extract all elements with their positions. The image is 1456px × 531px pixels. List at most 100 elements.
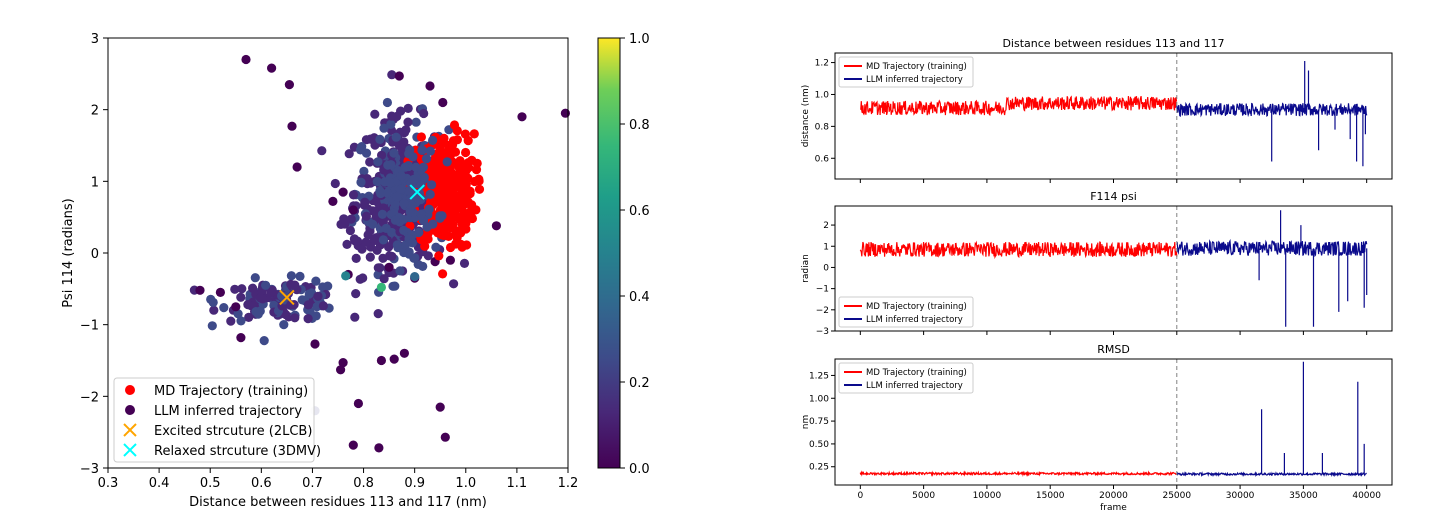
llm-point: [403, 117, 413, 127]
llm-point: [401, 125, 411, 135]
llm-point: [368, 219, 378, 229]
llm-point: [286, 271, 296, 281]
llm-point: [290, 313, 300, 323]
timeseries-x-tick-label: 30000: [1226, 491, 1255, 501]
llm-point: [233, 309, 243, 319]
llm-point: [284, 80, 294, 90]
legend-relaxed-marker: [123, 443, 137, 457]
scatter-y-tick-label: 3: [91, 32, 99, 47]
llm-point: [387, 70, 397, 80]
md-point: [435, 197, 445, 207]
llm-point: [357, 244, 367, 254]
md-point: [460, 129, 470, 139]
llm-point: [376, 355, 386, 366]
legend-llm-label: LLM inferred trajectory: [866, 315, 963, 325]
llm-point: [350, 312, 360, 322]
timeseries-legend: MD Trajectory (training) LLM inferred tra…: [838, 362, 974, 394]
llm-point: [248, 283, 258, 293]
timeseries-legend: MD Trajectory (training) LLM inferred tra…: [838, 296, 974, 328]
llm-point: [449, 279, 459, 289]
md-point: [433, 228, 443, 238]
scatter-y-tick-label: −1: [80, 319, 99, 334]
relaxed-structure-marker: [409, 184, 425, 200]
scatter-x-tick-label: 1.2: [558, 476, 579, 491]
llm-point: [395, 266, 405, 276]
md-point: [438, 269, 448, 279]
md-point: [474, 184, 485, 194]
llm-point: [382, 97, 392, 108]
llm-point: [410, 253, 420, 263]
llm-point: [382, 188, 392, 198]
llm-point: [356, 177, 366, 187]
llm-point: [417, 145, 427, 155]
llm-point: [342, 239, 352, 249]
timeseries-title: F114 psi: [1090, 190, 1137, 203]
colorbar-tick-label: 1.0: [629, 32, 650, 47]
llm-point: [281, 309, 291, 320]
llm-point: [428, 219, 438, 229]
md-point: [472, 158, 482, 168]
colorbar-ticks: 0.0 0.2 0.4 0.6 0.8 1.0: [620, 32, 650, 477]
llm-point: [236, 316, 246, 326]
md-point: [416, 132, 426, 142]
llm-point: [384, 242, 394, 252]
llm-point: [370, 207, 380, 217]
llm-point: [438, 97, 448, 108]
llm-point: [425, 189, 435, 199]
timeseries-y-tick-label: −2: [816, 306, 829, 316]
llm-point: [421, 154, 432, 164]
llm-trajectory-line: [1176, 61, 1368, 167]
md-point: [450, 147, 461, 157]
llm-point: [231, 302, 241, 312]
md-point: [420, 241, 430, 251]
llm-point: [410, 272, 420, 282]
md-point: [452, 233, 462, 243]
md-point: [437, 164, 447, 174]
llm-point: [425, 81, 435, 91]
llm-point: [230, 284, 240, 294]
llm-point: [304, 289, 314, 299]
llm-point: [459, 258, 470, 268]
md-point: [447, 180, 457, 191]
md-trajectory-line: [859, 470, 1177, 477]
md-point: [457, 212, 467, 222]
llm-point: [207, 321, 217, 331]
llm-point: [361, 211, 371, 221]
llm-point: [310, 339, 320, 349]
timeseries-y-tick-label: 0.25: [809, 463, 829, 473]
legend-excited-label: Excited strcuture (2LCB): [154, 424, 312, 439]
llm-point: [379, 123, 389, 133]
colorbar-tick-label: 0.6: [629, 204, 650, 219]
md-point: [455, 193, 465, 203]
llm-point: [392, 192, 402, 202]
timeseries-y-tick-label: −3: [816, 327, 829, 337]
llm-point: [411, 162, 421, 172]
llm-point: [404, 247, 414, 257]
llm-point: [428, 135, 438, 145]
timeseries-title: RMSD: [1097, 343, 1130, 356]
llm-point: [386, 119, 396, 129]
llm-point: [236, 333, 246, 343]
llm-point: [378, 235, 388, 245]
llm-point: [404, 149, 414, 159]
llm-point: [396, 184, 406, 194]
colorbar-tick-label: 0.2: [629, 376, 650, 391]
legend-md-marker: [125, 385, 135, 395]
colorbar-frame: [597, 37, 621, 469]
llm-point: [244, 312, 254, 322]
scatter-y-tick-label: 1: [91, 175, 99, 190]
colorbar: [598, 38, 620, 468]
llm-point: [375, 263, 385, 273]
md-point: [449, 208, 459, 218]
timeseries-y-tick-label: 1.2: [815, 59, 829, 69]
timeseries-legend: MD Trajectory (training) LLM inferred tra…: [838, 56, 974, 88]
legend-llm-label: LLM inferred trajectory: [866, 381, 963, 391]
llm-point: [237, 284, 247, 294]
legend-llm-label: LLM inferred trajectory: [154, 404, 302, 419]
llm-point: [259, 336, 269, 346]
legend-md-label: MD Trajectory (training): [866, 368, 967, 378]
llm-point: [419, 108, 429, 119]
llm-point: [360, 197, 370, 207]
scatter-x-ticks: 0.3 0.4 0.5 0.6 0.7 0.8 0.9 1.0 1.1 1.2: [98, 468, 579, 491]
